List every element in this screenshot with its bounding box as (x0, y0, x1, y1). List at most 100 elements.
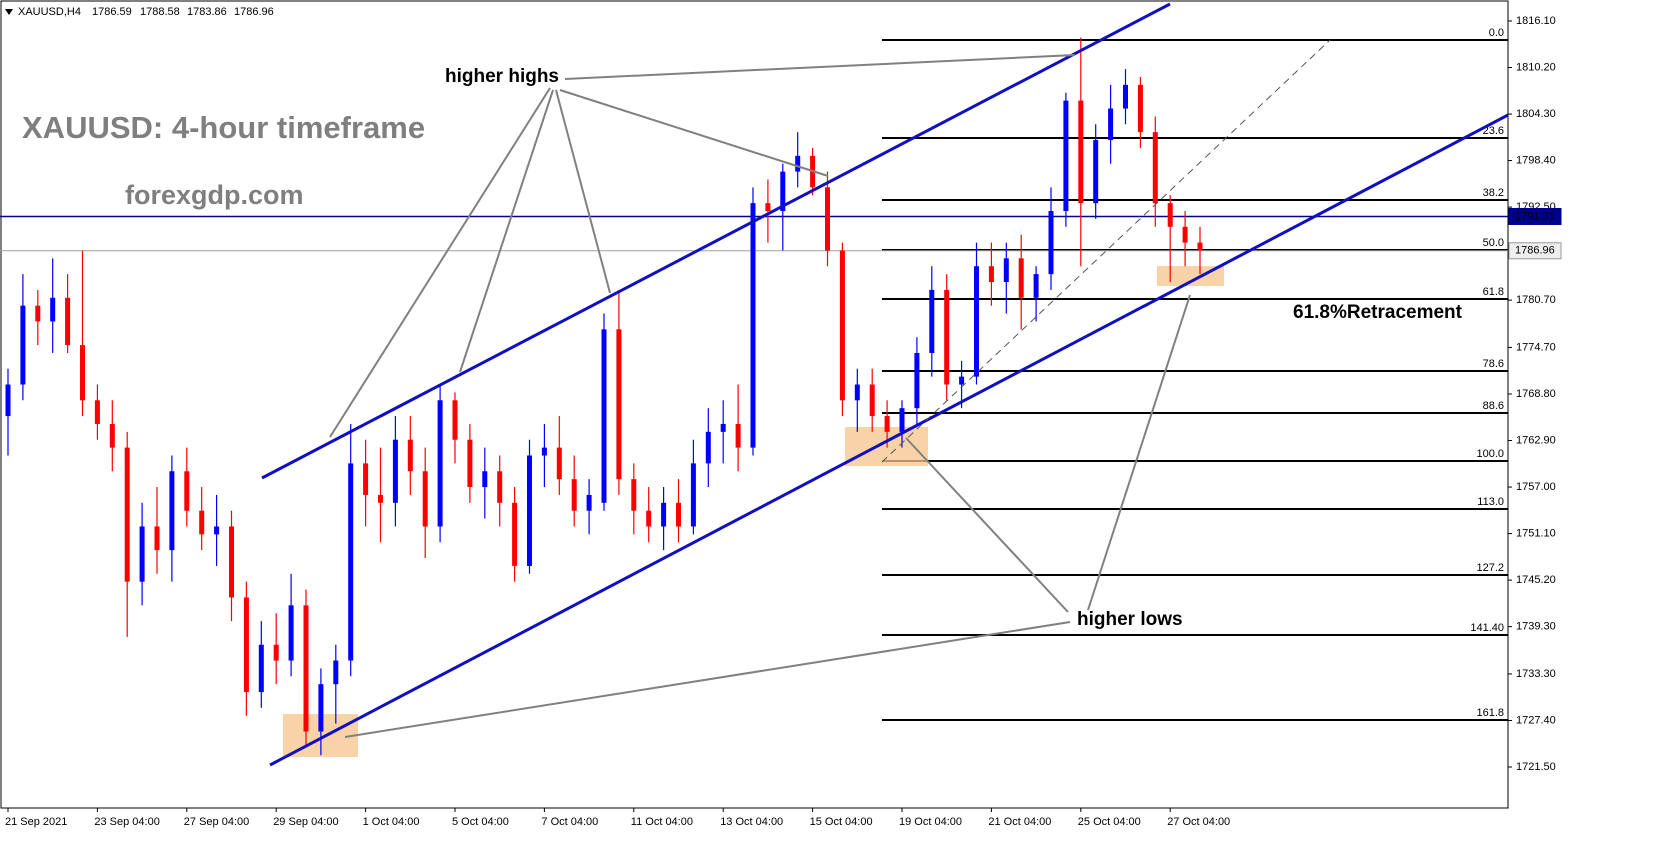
y-tick-label: 1774.70 (1516, 341, 1556, 353)
pointer (459, 89, 554, 373)
candle-body (169, 471, 175, 551)
y-tick-label: 1810.20 (1516, 61, 1556, 73)
candle-body (825, 187, 830, 251)
candle-body (243, 597, 249, 693)
candle-body (288, 605, 294, 661)
x-tick-label: 11 Oct 04:00 (631, 816, 693, 828)
candle-body (348, 463, 354, 661)
candle-body (1003, 258, 1009, 283)
fib-label: 141.40 (1470, 622, 1504, 634)
candle-body (184, 471, 190, 511)
candle-body (556, 447, 562, 480)
pointer (1087, 294, 1191, 611)
candle-body (1108, 108, 1114, 141)
candle-body (705, 431, 711, 464)
price-label: 1791.31 (1515, 210, 1555, 222)
candle-body (1063, 100, 1069, 212)
candle-body (780, 171, 786, 212)
candle-body (527, 455, 532, 566)
x-tick-label: 27 Oct 04:00 (1167, 816, 1230, 828)
candle-body (914, 352, 920, 409)
candle-body (869, 384, 875, 417)
pointer (564, 54, 1076, 80)
candle-body (795, 155, 801, 172)
candle-body (899, 408, 905, 432)
y-tick-label: 1757.00 (1516, 481, 1556, 493)
fib-trend (881, 39, 1331, 463)
candle-body (959, 376, 965, 385)
candle-body (303, 605, 309, 732)
candle-body (333, 660, 339, 685)
candle-body (20, 305, 26, 385)
y-tick-label: 1721.50 (1516, 761, 1556, 773)
x-tick-label: 5 Oct 04:00 (452, 816, 509, 828)
candle-body (735, 423, 741, 448)
candle-body (1078, 100, 1084, 204)
candle-body (571, 479, 577, 511)
fib-label: 88.6 (1483, 400, 1504, 412)
candle-body (586, 494, 592, 511)
y-tick-label: 1816.10 (1516, 15, 1556, 27)
x-tick-label: 27 Sep 04:00 (184, 816, 249, 828)
x-tick-label: 1 Oct 04:00 (363, 816, 420, 828)
y-tick-label: 1733.30 (1516, 668, 1556, 680)
candle-body (50, 297, 56, 322)
y-tick-label: 1727.40 (1516, 714, 1556, 726)
candle-body (497, 471, 503, 503)
candle-body (199, 510, 205, 535)
candle-body (690, 463, 696, 527)
header-open: 1786.59 (92, 6, 132, 18)
candle-body (1123, 84, 1128, 109)
x-tick-label: 7 Oct 04:00 (541, 816, 598, 828)
candle-body (422, 471, 428, 527)
fib-label: 23.6 (1483, 125, 1504, 137)
annotation: higher highs (445, 66, 559, 87)
x-tick-label: 13 Oct 04:00 (720, 816, 783, 828)
candle-body (452, 400, 458, 440)
candle-body (616, 329, 622, 480)
candle-body (1152, 132, 1158, 204)
candle-body (646, 510, 652, 527)
candle-body (94, 400, 100, 424)
candle-body (229, 526, 234, 598)
x-tick-label: 21 Sep 2021 (5, 816, 67, 828)
fib-label: 113.0 (1477, 496, 1504, 508)
candle-body (750, 203, 756, 448)
candle-body (482, 471, 488, 488)
candle-body (631, 479, 637, 511)
x-tick-label: 29 Sep 04:00 (273, 816, 338, 828)
candle-body (974, 266, 979, 377)
candle-body (109, 423, 115, 448)
y-tick-label: 1804.30 (1516, 108, 1556, 120)
y-tick-label: 1780.70 (1516, 294, 1556, 306)
candle-body (720, 423, 726, 432)
menu-triangle (5, 9, 13, 15)
price-label: 1786.96 (1515, 245, 1555, 257)
candle-body (407, 439, 413, 472)
pointer (555, 89, 611, 294)
candle-body (124, 447, 130, 582)
pointer (905, 437, 1069, 613)
fib-label: 38.2 (1483, 187, 1504, 199)
x-tick-label: 19 Oct 04:00 (899, 816, 962, 828)
annotation: higher lows (1077, 609, 1183, 630)
highlight-box (1157, 266, 1224, 286)
pointer (344, 621, 1071, 738)
fib-label: 100.0 (1476, 448, 1504, 460)
candle-body (1048, 211, 1054, 275)
candle-body (1018, 258, 1024, 298)
x-tick-label: 15 Oct 04:00 (810, 816, 873, 828)
candle-body (929, 289, 935, 353)
channel-lower (269, 113, 1509, 767)
symbol: XAUUSD,H4 (18, 6, 81, 18)
y-tick-label: 1739.30 (1516, 621, 1556, 633)
candle-body (1167, 203, 1173, 227)
candle-body (944, 289, 950, 385)
candle-body (765, 203, 771, 212)
candle-body (884, 416, 890, 432)
header-low: 1783.86 (187, 6, 227, 18)
candle-body (661, 502, 667, 527)
candle-body (154, 526, 160, 551)
